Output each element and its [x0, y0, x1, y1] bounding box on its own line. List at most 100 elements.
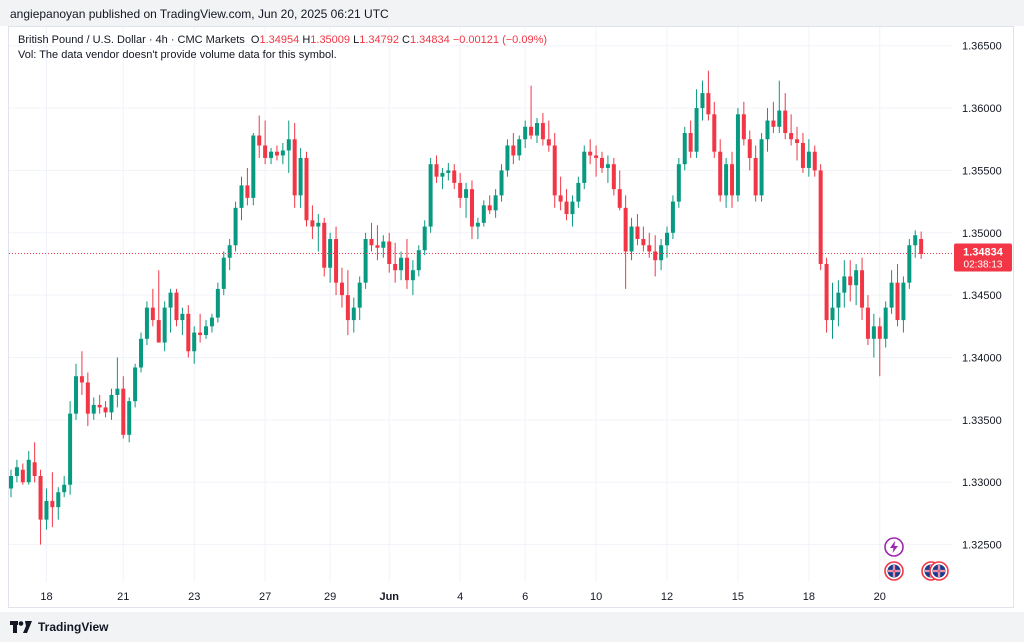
candle-body[interactable]	[818, 170, 823, 264]
candle-body[interactable]	[393, 263, 398, 271]
candle-body[interactable]	[345, 295, 350, 321]
candle-body[interactable]	[605, 164, 610, 168]
candle-body[interactable]	[700, 93, 705, 109]
candle-body[interactable]	[186, 313, 191, 352]
candle-body[interactable]	[50, 500, 55, 508]
candle-body[interactable]	[168, 292, 173, 308]
candle-body[interactable]	[635, 226, 640, 240]
candle-body[interactable]	[582, 151, 587, 183]
candle-body[interactable]	[363, 239, 368, 283]
candle-body[interactable]	[227, 245, 232, 258]
candle-body[interactable]	[221, 257, 226, 289]
candle-body[interactable]	[251, 135, 256, 198]
candle-body[interactable]	[842, 276, 847, 293]
candle-body[interactable]	[209, 317, 214, 327]
candle-body[interactable]	[682, 133, 687, 165]
candle-body[interactable]	[91, 404, 96, 414]
candle-body[interactable]	[499, 170, 504, 196]
candle-body[interactable]	[540, 123, 545, 140]
candle-body[interactable]	[907, 245, 912, 283]
candle-body[interactable]	[274, 151, 279, 156]
candle-body[interactable]	[192, 332, 197, 352]
candle-body[interactable]	[103, 407, 108, 413]
candle-body[interactable]	[115, 388, 120, 395]
candle-body[interactable]	[901, 282, 906, 321]
candle-body[interactable]	[765, 120, 770, 140]
candle-body[interactable]	[836, 292, 841, 308]
candle-body[interactable]	[641, 239, 646, 246]
candle-body[interactable]	[180, 313, 185, 321]
candle-body[interactable]	[79, 376, 84, 383]
candle-body[interactable]	[800, 142, 805, 168]
candle-body[interactable]	[97, 404, 102, 408]
candle-body[interactable]	[446, 170, 451, 173]
candle-body[interactable]	[440, 172, 445, 177]
candle-body[interactable]	[877, 326, 882, 339]
candle-body[interactable]	[26, 459, 31, 483]
candle-body[interactable]	[150, 307, 155, 321]
candle-body[interactable]	[68, 413, 73, 485]
candle-body[interactable]	[694, 108, 699, 152]
candle-body[interactable]	[85, 382, 90, 414]
candle-body[interactable]	[428, 164, 433, 227]
candle-body[interactable]	[848, 276, 853, 286]
candle-body[interactable]	[469, 189, 474, 227]
candle-body[interactable]	[871, 326, 876, 339]
candle-body[interactable]	[239, 185, 244, 208]
candle-body[interactable]	[310, 220, 315, 227]
candle-body[interactable]	[546, 139, 551, 146]
candle-body[interactable]	[600, 157, 604, 168]
candle-body[interactable]	[204, 326, 209, 336]
candle-body[interactable]	[351, 307, 356, 321]
candle-body[interactable]	[594, 155, 599, 158]
candle-body[interactable]	[452, 170, 457, 183]
candle-body[interactable]	[724, 164, 729, 196]
candle-body[interactable]	[162, 307, 167, 343]
candle-body[interactable]	[860, 270, 865, 308]
candle-body[interactable]	[233, 207, 238, 246]
candle-body[interactable]	[647, 245, 652, 252]
candle-body[interactable]	[9, 475, 13, 489]
candle-body[interactable]	[14, 467, 19, 476]
candle-body[interactable]	[458, 182, 463, 198]
candle-body[interactable]	[777, 110, 782, 127]
candle-body[interactable]	[245, 185, 250, 198]
candle-body[interactable]	[806, 151, 811, 168]
candle-body[interactable]	[913, 235, 918, 246]
candle-body[interactable]	[292, 139, 297, 196]
candle-body[interactable]	[257, 135, 262, 146]
candle-body[interactable]	[659, 245, 664, 261]
candle-body[interactable]	[109, 394, 114, 413]
candle-body[interactable]	[824, 263, 829, 321]
candle-body[interactable]	[895, 282, 900, 321]
candle-body[interactable]	[144, 307, 149, 339]
candle-body[interactable]	[534, 123, 539, 136]
candle-body[interactable]	[286, 139, 291, 151]
candle-body[interactable]	[269, 151, 274, 158]
candle-body[interactable]	[611, 164, 616, 190]
candle-body[interactable]	[404, 257, 409, 281]
candle-body[interactable]	[481, 205, 486, 223]
candle-body[interactable]	[369, 239, 374, 246]
candle-body[interactable]	[564, 201, 569, 215]
candle-body[interactable]	[298, 157, 303, 196]
candle-body[interactable]	[570, 201, 575, 215]
candle-body[interactable]	[156, 320, 161, 343]
candle-body[interactable]	[487, 205, 492, 211]
candle-body[interactable]	[753, 157, 758, 196]
candle-body[interactable]	[747, 139, 752, 158]
candle-body[interactable]	[334, 239, 339, 283]
candle-body[interactable]	[741, 114, 746, 140]
candle-body[interactable]	[795, 139, 800, 143]
candle-body[interactable]	[854, 270, 859, 286]
candle-body[interactable]	[665, 232, 670, 246]
candle-body[interactable]	[322, 222, 327, 268]
candle-body[interactable]	[56, 492, 61, 508]
candle-body[interactable]	[889, 282, 894, 308]
candle-body[interactable]	[830, 307, 835, 321]
candle-body[interactable]	[32, 462, 37, 476]
candle-body[interactable]	[133, 367, 138, 402]
candle-body[interactable]	[706, 93, 711, 115]
candle-body[interactable]	[127, 401, 132, 435]
